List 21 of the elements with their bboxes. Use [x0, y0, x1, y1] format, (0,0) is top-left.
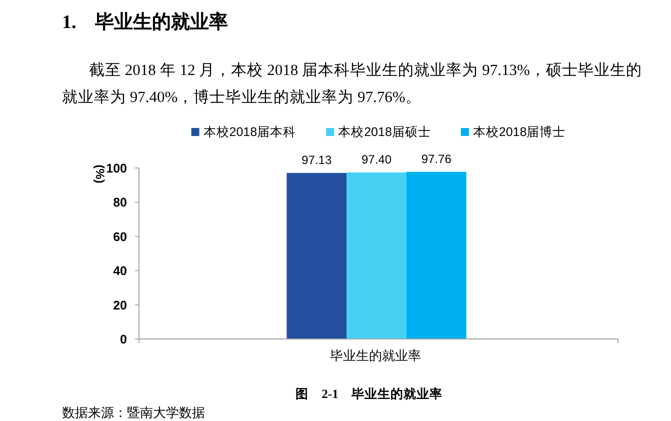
- legend-label: 本校2018届博士: [472, 125, 566, 139]
- series: 97.13: [286, 152, 347, 339]
- y-tick-label: 100: [106, 162, 128, 176]
- y-tick-label: 80: [113, 196, 128, 210]
- series: 97.40: [346, 152, 406, 339]
- legend-label: 本校2018届硕士: [338, 125, 431, 139]
- x-tick-label: 毕业生的就业率: [330, 348, 421, 363]
- annotation: 图 2-1 毕业生的就业率: [296, 386, 442, 403]
- data-label: 97.76: [421, 152, 452, 166]
- y-axis-title: (%): [93, 164, 107, 184]
- y-tick-label: 20: [113, 298, 128, 312]
- data-label: 97.40: [361, 152, 392, 166]
- y-tick-label: 40: [113, 264, 128, 278]
- y-tick-label: 60: [113, 230, 128, 244]
- annotation: 数据来源：暨南大学数据: [62, 404, 205, 421]
- data-label: 97.13: [302, 152, 332, 167]
- series: 97.76: [406, 152, 466, 339]
- legend-label: 本校2018届本科: [203, 125, 296, 139]
- title: 1. 毕业生的就业率: [62, 10, 228, 35]
- subtitle: 截至 2018 年 12 月，本校 2018 届本科毕业生的就业率为 97.13%，硕士毕业生的就业率为 97.40%，博士毕业生的就业率为 97.76%。: [62, 61, 642, 108]
- y-tick-label: 0: [120, 332, 128, 346]
